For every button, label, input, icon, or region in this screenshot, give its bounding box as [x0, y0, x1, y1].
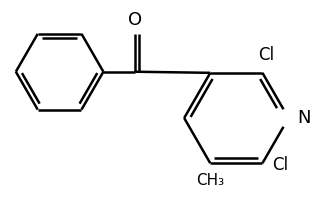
Text: N: N [297, 109, 310, 127]
Text: Cl: Cl [273, 156, 289, 174]
Text: Cl: Cl [258, 46, 274, 64]
Text: CH₃: CH₃ [196, 173, 224, 188]
Text: O: O [128, 11, 142, 29]
